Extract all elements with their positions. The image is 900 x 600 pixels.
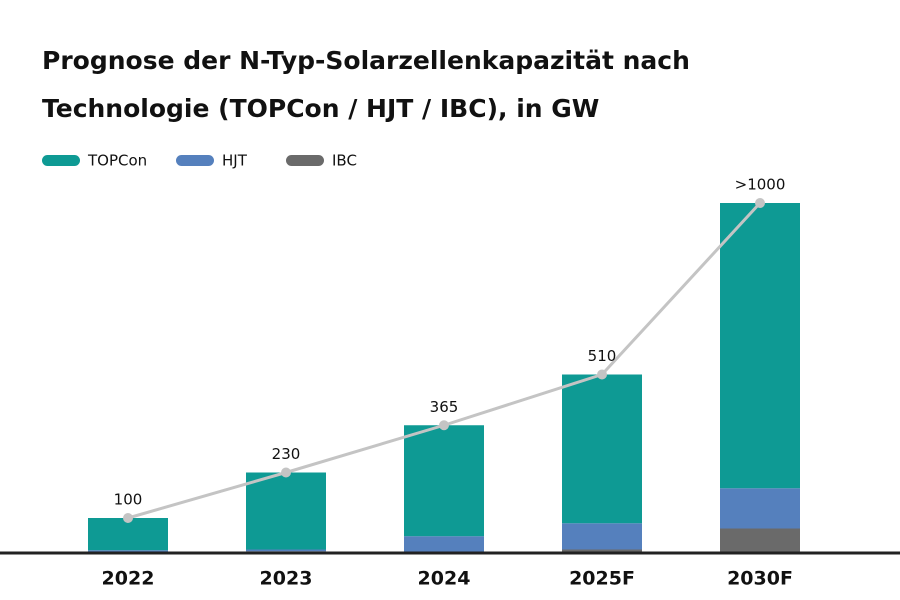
legend-label: TOPCon bbox=[87, 152, 147, 170]
bar-segment bbox=[88, 550, 168, 552]
legend-label: HJT bbox=[222, 152, 248, 170]
value-label: 510 bbox=[588, 347, 617, 365]
bar-segment bbox=[404, 425, 484, 537]
x-tick-label: 2025F bbox=[569, 568, 635, 590]
bar-segment bbox=[562, 549, 642, 553]
value-label: 230 bbox=[272, 445, 301, 463]
bar-segment bbox=[246, 472, 326, 550]
legend-swatch bbox=[42, 155, 80, 166]
total-point bbox=[597, 369, 607, 380]
value-label: >1000 bbox=[735, 176, 786, 194]
x-tick-label: 2030F bbox=[727, 568, 793, 590]
chart-title: Prognose der N-Typ-Solarzellenkapazität … bbox=[42, 46, 690, 75]
legend-swatch bbox=[176, 155, 214, 166]
x-tick-label: 2022 bbox=[102, 568, 155, 590]
bar-segment bbox=[720, 488, 800, 529]
legend-label: IBC bbox=[332, 152, 357, 170]
total-point bbox=[123, 513, 133, 523]
bar-segment bbox=[562, 523, 642, 550]
bar-segment bbox=[720, 528, 800, 553]
x-tick-label: 2023 bbox=[260, 568, 313, 590]
bar-segment bbox=[88, 518, 168, 551]
legend-swatch bbox=[286, 155, 324, 166]
value-label: 365 bbox=[430, 398, 459, 416]
total-point bbox=[281, 467, 291, 478]
bar-segment bbox=[404, 536, 484, 552]
x-tick-label: 2024 bbox=[418, 568, 471, 590]
value-label: 100 bbox=[114, 491, 143, 509]
total-point bbox=[755, 198, 765, 208]
chart-title: Technologie (TOPCon / HJT / IBC), in GW bbox=[42, 94, 599, 123]
bar-segment bbox=[720, 203, 800, 489]
total-point bbox=[439, 420, 449, 431]
bar-segment bbox=[246, 549, 326, 552]
bar-segment bbox=[562, 374, 642, 524]
